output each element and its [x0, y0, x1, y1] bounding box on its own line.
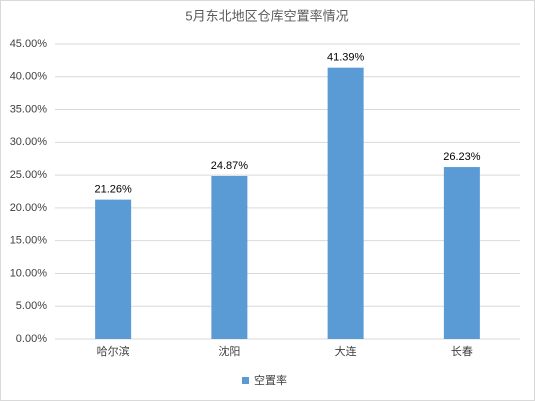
bar: [443, 167, 480, 339]
y-tick-label: 5.00%: [16, 300, 47, 312]
legend-swatch: [242, 377, 249, 384]
y-tick-label: 15.00%: [10, 235, 48, 247]
bar: [95, 199, 132, 339]
x-tick-label: 长春: [451, 345, 473, 358]
y-tick-label: 20.00%: [10, 202, 48, 214]
x-tick-label: 哈尔滨: [97, 344, 130, 358]
data-label: 24.87%: [211, 160, 249, 172]
data-label: 21.26%: [94, 184, 132, 196]
data-label: 26.23%: [443, 151, 481, 163]
y-tick-label: 45.00%: [10, 38, 48, 50]
chart-title: 5月东北地区仓库空置率情况: [185, 8, 348, 23]
legend-label: 空置率: [254, 373, 287, 387]
bar: [211, 175, 248, 339]
x-tick-label: 大连: [335, 344, 357, 358]
bar: [327, 67, 364, 339]
y-tick-label: 10.00%: [10, 267, 48, 279]
y-tick-label: 25.00%: [10, 169, 48, 181]
data-label: 41.39%: [327, 52, 365, 64]
x-tick-label: 沈阳: [218, 344, 240, 358]
y-tick-label: 40.00%: [10, 71, 48, 83]
y-tick-label: 30.00%: [10, 136, 48, 148]
y-tick-label: 35.00%: [10, 103, 48, 115]
y-tick-label: 0.00%: [16, 333, 47, 345]
